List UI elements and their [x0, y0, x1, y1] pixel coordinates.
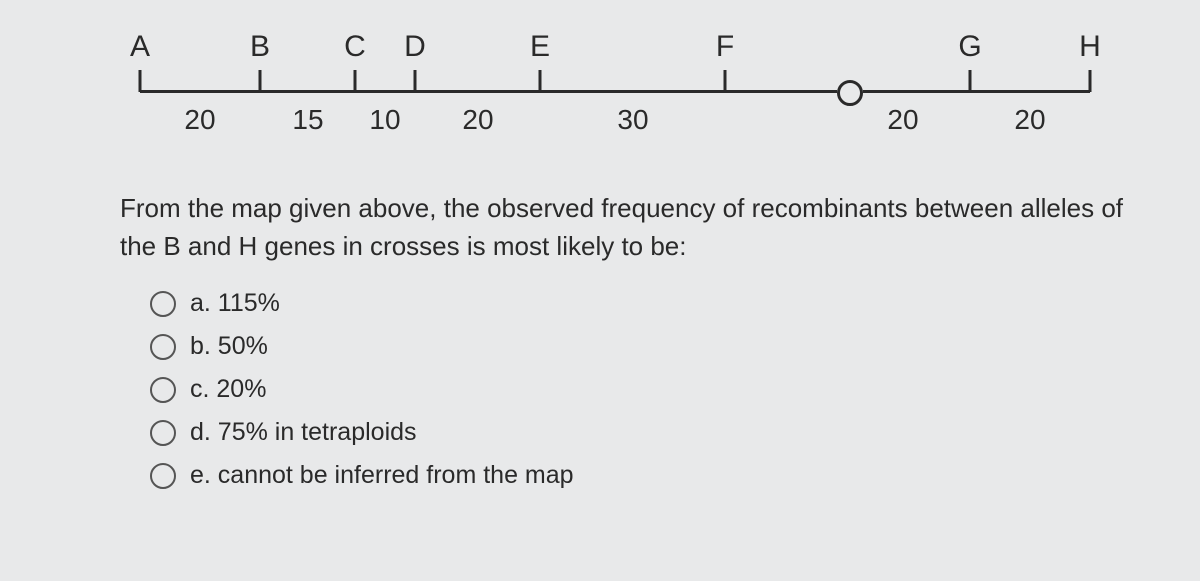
distance-label: 20 — [462, 104, 493, 136]
radio-b[interactable] — [150, 334, 176, 360]
option-label-e: e. cannot be inferred from the map — [190, 461, 574, 490]
option-c[interactable]: c. 20% — [150, 375, 1160, 404]
gene-label-B: B — [250, 30, 270, 64]
distance-label: 10 — [369, 104, 400, 136]
radio-e[interactable] — [150, 463, 176, 489]
gene-tick-B — [259, 70, 262, 92]
gene-tick-A — [139, 70, 142, 92]
distance-label: 30 — [617, 104, 648, 136]
radio-c[interactable] — [150, 377, 176, 403]
gene-label-A: A — [130, 30, 150, 64]
gene-tick-H — [1089, 70, 1092, 92]
option-e[interactable]: e. cannot be inferred from the map — [150, 461, 1160, 490]
map-line — [863, 90, 1090, 93]
gene-tick-C — [354, 70, 357, 92]
centromere — [837, 80, 863, 106]
gene-tick-F — [724, 70, 727, 92]
distance-label: 15 — [292, 104, 323, 136]
option-a[interactable]: a. 115% — [150, 289, 1160, 318]
options-list: a. 115% b. 50% c. 20% d. 75% in tetraploids… — [150, 289, 1160, 490]
option-label-d: d. 75% in tetraploids — [190, 418, 417, 447]
gene-tick-G — [969, 70, 972, 92]
gene-label-E: E — [530, 30, 550, 64]
gene-tick-E — [539, 70, 542, 92]
gene-label-F: F — [716, 30, 734, 64]
option-d[interactable]: d. 75% in tetraploids — [150, 418, 1160, 447]
gene-label-H: H — [1079, 30, 1101, 64]
distance-label: 20 — [1014, 104, 1045, 136]
gene-label-G: G — [958, 30, 981, 64]
gene-label-C: C — [344, 30, 366, 64]
question-text: From the map given above, the observed f… — [120, 190, 1160, 265]
gene-map: A B C D E F G H 20 15 10 20 30 20 20 — [130, 30, 1130, 150]
distance-label: 20 — [184, 104, 215, 136]
question-page: A B C D E F G H 20 15 10 20 30 20 20 From the map give… — [0, 0, 1200, 524]
option-label-a: a. 115% — [190, 289, 280, 318]
gene-label-D: D — [404, 30, 426, 64]
radio-d[interactable] — [150, 420, 176, 446]
gene-tick-D — [414, 70, 417, 92]
radio-a[interactable] — [150, 291, 176, 317]
option-b[interactable]: b. 50% — [150, 332, 1160, 361]
option-label-c: c. 20% — [190, 375, 266, 404]
option-label-b: b. 50% — [190, 332, 268, 361]
map-line — [140, 90, 837, 93]
distance-label: 20 — [887, 104, 918, 136]
